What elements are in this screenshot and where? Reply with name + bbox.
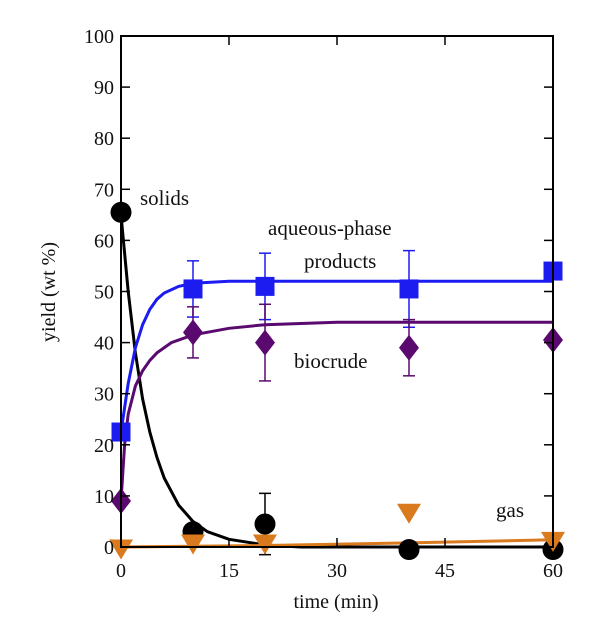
- aqueous-phase-products-point: [255, 276, 275, 296]
- gas-point: [181, 534, 205, 555]
- x-tick-label: 30: [327, 560, 347, 582]
- annotation-solids: solids: [140, 186, 189, 210]
- biocrude-point: [255, 329, 275, 356]
- y-tick-label: 100: [84, 26, 114, 48]
- y-tick-label: 90: [94, 77, 114, 99]
- annotation-gas: gas: [496, 498, 524, 522]
- x-axis-label: time (min): [294, 591, 379, 613]
- x-tick-label: 0: [116, 560, 126, 582]
- gas-point: [253, 534, 277, 555]
- x-tick-label: 15: [219, 560, 239, 582]
- gas-point: [109, 539, 133, 560]
- aqueous-phase-products-point: [183, 279, 203, 299]
- y-tick-label: 60: [94, 230, 114, 252]
- y-tick-label: 80: [94, 128, 114, 150]
- solids-point: [254, 513, 276, 535]
- error-bars: [187, 249, 415, 556]
- biocrude-point: [399, 334, 419, 361]
- biocrude-point: [183, 319, 203, 346]
- annotation-biocrude: biocrude: [294, 349, 367, 373]
- y-tick-label: 40: [94, 333, 114, 355]
- axis-ticks: 0 10 20 30 40 50 60 70 80 90 100 0 15 30 45 60: [84, 26, 563, 582]
- y-tick-label: 30: [94, 384, 114, 406]
- aqueous-phase-products-point: [399, 279, 419, 299]
- annotation-products: products: [304, 249, 376, 273]
- y-tick-label: 10: [94, 486, 114, 508]
- solids-point: [398, 539, 420, 561]
- y-tick-label: 20: [94, 435, 114, 457]
- y-tick-label: 50: [94, 282, 114, 304]
- y-tick-label: 70: [94, 179, 114, 201]
- x-tick-label: 60: [543, 560, 563, 582]
- annotation-aqueous-phase: aqueous-phase: [268, 216, 392, 240]
- y-axis-label: yield (wt %): [38, 242, 60, 342]
- x-tick-label: 45: [435, 560, 455, 582]
- y-tick-label: 0: [104, 537, 114, 559]
- gas-point: [397, 503, 421, 524]
